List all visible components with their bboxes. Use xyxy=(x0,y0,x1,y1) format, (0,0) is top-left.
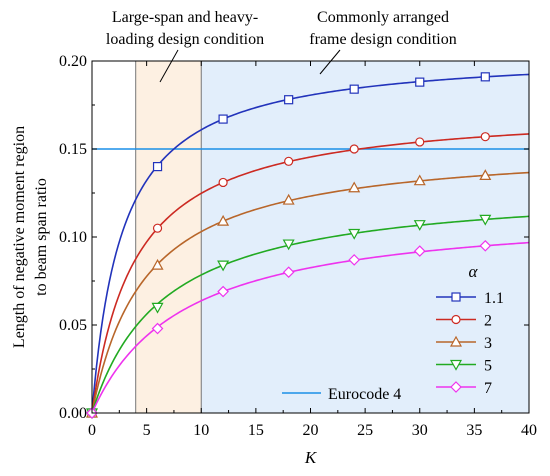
series-line-2 xyxy=(91,133,530,414)
y-axis-label: Length of negative moment region to beam … xyxy=(11,126,50,348)
legend-label-1.1: 1.1 xyxy=(484,290,504,307)
data-point-3-5 xyxy=(413,174,426,186)
x-tick-label-3: 15 xyxy=(248,422,264,439)
design-regions xyxy=(135,61,529,413)
legend-marker-7 xyxy=(450,381,462,393)
x-tick-label-2: 10 xyxy=(193,422,209,439)
data-point-2-5 xyxy=(415,137,425,147)
data-point-2-3 xyxy=(284,156,294,166)
region-label-common-frame-line-2: frame design condition xyxy=(309,31,457,48)
region-band-0 xyxy=(135,61,202,413)
legend-marker-3 xyxy=(449,335,463,347)
data-point-2-4 xyxy=(349,144,359,154)
legend-marker-1.1 xyxy=(451,292,461,302)
data-point-3-6 xyxy=(479,169,492,180)
data-point-2-6 xyxy=(480,132,490,142)
legend-label-7: 7 xyxy=(484,380,492,397)
region-band-1 xyxy=(201,61,529,413)
data-point-5-1 xyxy=(151,302,164,314)
data-point-5-2 xyxy=(217,260,230,272)
y-tick-label-3: 0.15 xyxy=(59,141,87,158)
series-line-1.1 xyxy=(91,73,530,414)
data-point-3-4 xyxy=(348,181,361,193)
region-pointer-large-span xyxy=(159,49,179,83)
data-point-3-2 xyxy=(217,214,230,226)
region-label-large-span-line-1: Large-span and heavy- xyxy=(112,9,258,26)
x-tick-label-5: 25 xyxy=(357,422,373,439)
data-point-5-4 xyxy=(348,228,361,240)
series-line-3 xyxy=(91,171,530,414)
y-tick-label-4: 0.20 xyxy=(59,53,87,70)
region-label-large-span-line-2: loading design condition xyxy=(106,31,264,48)
axes: 0 5 10 15 20 25 30 35 400.000.050.100.150.20KLen… xyxy=(11,53,537,467)
x-tick-label-1: 5 xyxy=(143,422,151,439)
x-tick-label-4: 20 xyxy=(303,422,319,439)
data-point-1.1-2 xyxy=(218,114,228,124)
data-point-7-4 xyxy=(348,254,361,266)
legend-label-3: 3 xyxy=(484,335,492,352)
data-point-7-1 xyxy=(151,322,164,335)
legend: α 1.1 2 3 5 7 Eurocode 4 xyxy=(282,262,504,403)
legend-marker-5 xyxy=(449,359,463,371)
legend-label-2: 2 xyxy=(484,313,492,330)
data-point-5-3 xyxy=(282,239,295,251)
data-point-1.1-6 xyxy=(480,72,490,82)
y-tick-label-2: 0.10 xyxy=(59,229,87,246)
data-point-3-1 xyxy=(151,258,164,270)
data-point-7-3 xyxy=(282,266,295,279)
data-point-5-5 xyxy=(413,220,426,231)
data-point-1.1-4 xyxy=(349,84,359,94)
data-point-7-6 xyxy=(479,239,492,252)
y-tick-label-0: 0.00 xyxy=(59,405,87,422)
data-point-3-3 xyxy=(282,193,295,205)
data-point-7-5 xyxy=(413,245,426,257)
x-tick-label-6: 30 xyxy=(412,422,428,439)
series-line-5 xyxy=(91,215,530,414)
x-tick-label-7: 35 xyxy=(466,422,482,439)
region-label-common-frame-line-1: Commonly arranged xyxy=(317,9,449,26)
region-pointer-common-frame xyxy=(319,49,341,75)
y-axis-label-line-1: Length of negative moment region xyxy=(11,126,28,348)
y-axis-label-line-2: to beam span ratio xyxy=(33,178,50,296)
legend-label-eurocode: Eurocode 4 xyxy=(328,386,401,403)
y-tick-label-1: 0.05 xyxy=(59,317,87,334)
legend-title: α xyxy=(469,262,479,281)
data-point-2-2 xyxy=(218,177,228,188)
x-tick-label-8: 40 xyxy=(521,422,537,439)
annotations: Large-span and heavy-loading design cond… xyxy=(106,9,457,83)
legend-label-5: 5 xyxy=(484,358,492,375)
x-tick-label-0: 0 xyxy=(88,422,96,439)
data-point-1.1-5 xyxy=(415,77,425,87)
data-point-1.1-1 xyxy=(152,162,163,172)
data-point-2-1 xyxy=(152,223,163,233)
x-axis-label: K xyxy=(304,448,318,467)
series-line-7 xyxy=(91,241,530,414)
legend-marker-2 xyxy=(451,314,461,325)
data-point-5-6 xyxy=(479,214,492,226)
data-point-7-2 xyxy=(217,285,229,298)
data-point-1.1-3 xyxy=(284,95,294,105)
